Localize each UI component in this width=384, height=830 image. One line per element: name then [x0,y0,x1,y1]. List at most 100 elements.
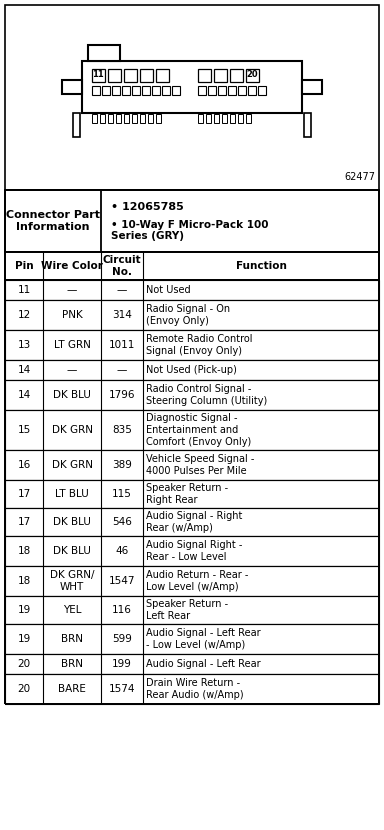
Bar [238,114,243,123]
Bar [140,114,145,123]
Text: 62477: 62477 [344,172,375,182]
Bar [140,69,153,82]
Bar [5,450,379,480]
Text: Circuit
No.: Circuit No. [103,255,141,276]
Text: Audio Signal - Left Rear: Audio Signal - Left Rear [146,659,261,669]
Text: 18: 18 [17,546,31,556]
Bar [258,86,266,95]
Text: Radio Signal - On
(Envoy Only): Radio Signal - On (Envoy Only) [146,305,230,326]
Text: Remote Radio Control
Signal (Envoy Only): Remote Radio Control Signal (Envoy Only) [146,334,253,356]
Text: DK BLU: DK BLU [53,390,91,400]
Bar [5,300,379,330]
Text: Wire Color: Wire Color [41,261,103,271]
Bar [132,114,137,123]
Text: Not Used: Not Used [146,285,190,295]
Bar [5,596,379,624]
Bar [198,86,206,95]
Bar [92,86,100,95]
Text: Pin: Pin [15,261,33,271]
Text: Not Used (Pick-up): Not Used (Pick-up) [146,365,237,375]
Bar [102,86,110,95]
Text: —: — [67,365,77,375]
Text: 1574: 1574 [109,684,135,694]
Bar [116,114,121,123]
Text: 17: 17 [17,517,31,527]
Bar [156,114,161,123]
Text: DK BLU: DK BLU [53,517,91,527]
Text: 18: 18 [17,576,31,586]
Text: Radio Control Signal -
Steering Column (Utility): Radio Control Signal - Steering Column (… [146,384,267,406]
Bar [5,654,379,674]
Text: 19: 19 [17,634,31,644]
Text: LT BLU: LT BLU [55,489,89,499]
Bar [246,114,251,123]
Bar [5,330,379,360]
Bar [246,69,259,82]
Text: BRN: BRN [61,659,83,669]
Text: • 10-Way F Micro-Pack 100
Series (GRY): • 10-Way F Micro-Pack 100 Series (GRY) [111,219,268,241]
Bar [230,69,243,82]
Bar [302,80,322,94]
Bar [5,280,379,300]
Bar [248,86,256,95]
Bar [148,114,153,123]
Bar [82,61,302,113]
Bar [230,114,235,123]
Text: BRN: BRN [61,634,83,644]
Bar [214,114,219,123]
Bar [5,410,379,450]
Text: Audio Signal - Left Rear
- Low Level (w/Amp): Audio Signal - Left Rear - Low Level (w/… [146,628,261,650]
Text: 1547: 1547 [109,576,135,586]
Bar [238,86,246,95]
Text: Speaker Return -
Right Rear: Speaker Return - Right Rear [146,483,228,505]
Bar [222,114,227,123]
Bar [5,5,379,190]
Text: Audio Signal Right -
Rear - Low Level: Audio Signal Right - Rear - Low Level [146,540,242,562]
Text: DK GRN/
WHT: DK GRN/ WHT [50,570,94,592]
Bar [62,80,82,94]
Bar [122,86,130,95]
Text: DK GRN: DK GRN [51,460,93,470]
Bar [5,674,379,704]
Text: Audio Return - Rear -
Low Level (w/Amp): Audio Return - Rear - Low Level (w/Amp) [146,570,248,592]
Bar [156,69,169,82]
Text: 12: 12 [17,310,31,320]
Bar [5,190,379,252]
Bar [92,114,97,123]
Bar [5,508,379,536]
Text: Vehicle Speed Signal -
4000 Pulses Per Mile: Vehicle Speed Signal - 4000 Pulses Per M… [146,454,254,476]
Text: 46: 46 [115,546,129,556]
Text: 314: 314 [112,310,132,320]
Bar [5,252,379,280]
Bar [198,69,211,82]
Bar [152,86,160,95]
Text: • 12065785: • 12065785 [111,203,184,212]
Text: DK BLU: DK BLU [53,546,91,556]
Bar [5,380,379,410]
Text: 116: 116 [112,605,132,615]
Bar [172,86,180,95]
Text: Speaker Return -
Left Rear: Speaker Return - Left Rear [146,599,228,621]
Text: 17: 17 [17,489,31,499]
Text: 1011: 1011 [109,340,135,350]
Bar [5,566,379,596]
Bar [214,69,227,82]
Text: 835: 835 [112,425,132,435]
Text: LT GRN: LT GRN [53,340,91,350]
Text: YEL: YEL [63,605,81,615]
Bar [112,86,120,95]
Bar [5,624,379,654]
Text: Function: Function [235,261,286,271]
Bar [208,86,216,95]
Bar [124,114,129,123]
Text: 15: 15 [17,425,31,435]
Bar [206,114,211,123]
Bar [100,114,105,123]
Text: —: — [117,365,127,375]
Bar [5,360,379,380]
Text: 546: 546 [112,517,132,527]
Text: 20: 20 [247,70,258,79]
Bar [218,86,226,95]
Text: Audio Signal - Right
Rear (w/Amp): Audio Signal - Right Rear (w/Amp) [146,511,242,533]
Text: 389: 389 [112,460,132,470]
